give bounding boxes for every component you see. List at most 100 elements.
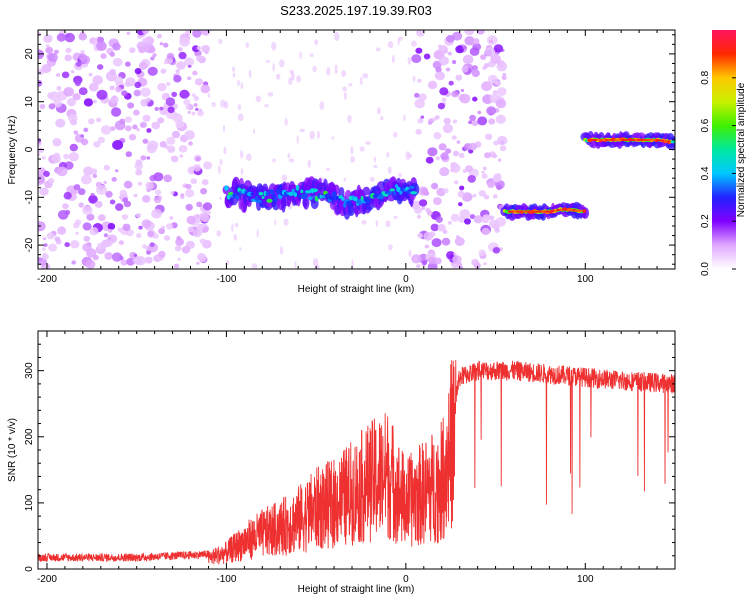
noise-blob <box>112 42 121 51</box>
noise-blob <box>152 233 159 239</box>
noise-blob <box>83 98 93 107</box>
noise-blob <box>325 167 331 172</box>
noise-blob <box>343 92 347 100</box>
noise-blob <box>326 66 331 76</box>
noise-blob <box>43 34 53 43</box>
noise-blob <box>64 209 71 215</box>
noise-blob <box>483 194 490 200</box>
noise-blob <box>107 222 116 230</box>
noise-blob <box>119 118 126 125</box>
noise-blob <box>421 206 425 210</box>
noise-blob <box>417 78 422 83</box>
noise-blob <box>90 168 98 175</box>
noise-blob <box>179 154 183 158</box>
noise-blob <box>348 83 353 87</box>
noise-blob <box>163 60 168 65</box>
noise-blob <box>484 47 496 57</box>
noise-blob <box>92 99 97 104</box>
noise-blob <box>392 131 398 138</box>
noise-blob <box>272 63 275 72</box>
noise-blob <box>38 221 46 232</box>
noise-blob <box>61 71 70 79</box>
noise-blob <box>493 173 502 182</box>
noise-blob <box>456 235 460 239</box>
spectrogram-ylabel: Frequency (Hz) <box>7 116 18 185</box>
noise-blob <box>51 154 61 164</box>
noise-blob <box>287 152 291 159</box>
noise-blob <box>264 104 269 108</box>
noise-blob <box>423 53 431 60</box>
noise-blob <box>53 138 61 146</box>
noise-blob <box>122 197 128 203</box>
noise-blob <box>464 30 475 36</box>
noise-blob <box>388 244 393 251</box>
ridge-peak <box>666 140 671 143</box>
noise-blob <box>101 239 110 248</box>
noise-blob <box>133 253 138 257</box>
noise-blob <box>185 105 190 110</box>
ridge-core <box>254 195 259 201</box>
noise-blob <box>467 175 476 183</box>
noise-blob <box>464 218 471 225</box>
noise-blob <box>123 180 133 189</box>
noise-blob <box>103 180 107 185</box>
noise-blob <box>359 76 363 86</box>
noise-blob <box>64 242 70 248</box>
noise-blob <box>167 145 176 153</box>
noise-blob <box>255 95 262 103</box>
noise-blob <box>184 130 195 140</box>
noise-blob <box>70 70 75 74</box>
noise-blob <box>92 254 99 261</box>
noise-blob <box>416 264 421 268</box>
snr-x-tick-label: 0 <box>403 574 409 585</box>
noise-blob <box>246 153 252 161</box>
noise-blob <box>414 92 420 98</box>
noise-blob <box>149 242 155 248</box>
noise-blob <box>171 91 178 97</box>
noise-blob <box>142 195 150 202</box>
noise-blob <box>432 117 437 122</box>
noise-blob <box>165 97 176 106</box>
noise-blob <box>129 251 137 259</box>
noise-blob <box>477 116 488 126</box>
noise-blob <box>199 212 209 221</box>
noise-blob <box>195 214 200 219</box>
noise-blob <box>178 51 187 60</box>
noise-blob <box>179 89 190 99</box>
noise-blob <box>202 202 213 211</box>
noise-blob <box>142 114 151 122</box>
noise-blob <box>141 219 152 229</box>
noise-blob <box>492 90 498 95</box>
noise-blob <box>462 169 467 173</box>
noise-blob <box>150 56 155 61</box>
noise-blob <box>77 188 86 196</box>
noise-blob <box>481 227 490 236</box>
noise-blob <box>219 196 222 200</box>
noise-blob <box>317 130 320 139</box>
snr-panel: -200 -100 0 100 0 100 200 300 Height of straigh… <box>7 330 676 595</box>
snr-y-tick-label: 0 <box>24 566 35 572</box>
noise-blob <box>88 194 98 204</box>
noise-blob <box>65 47 72 54</box>
ridge-core <box>300 189 304 194</box>
noise-blob <box>350 156 356 163</box>
noise-blob <box>55 118 66 128</box>
noise-blob <box>452 119 458 124</box>
noise-blob <box>71 260 77 265</box>
noise-blob <box>176 61 186 70</box>
noise-blob <box>39 103 46 110</box>
noise-blob <box>489 39 494 44</box>
noise-blob <box>105 71 117 82</box>
noise-blob <box>492 194 498 199</box>
colorbar-tick-label: 0.4 <box>700 166 711 180</box>
noise-blob <box>437 224 446 232</box>
noise-blob <box>369 177 375 182</box>
noise-blob <box>125 61 131 67</box>
noise-blob <box>108 228 113 233</box>
noise-blob <box>397 37 400 46</box>
noise-blob <box>63 87 74 97</box>
snr-series-line <box>38 359 675 565</box>
noise-blob <box>289 69 294 74</box>
noise-blob <box>457 190 465 198</box>
